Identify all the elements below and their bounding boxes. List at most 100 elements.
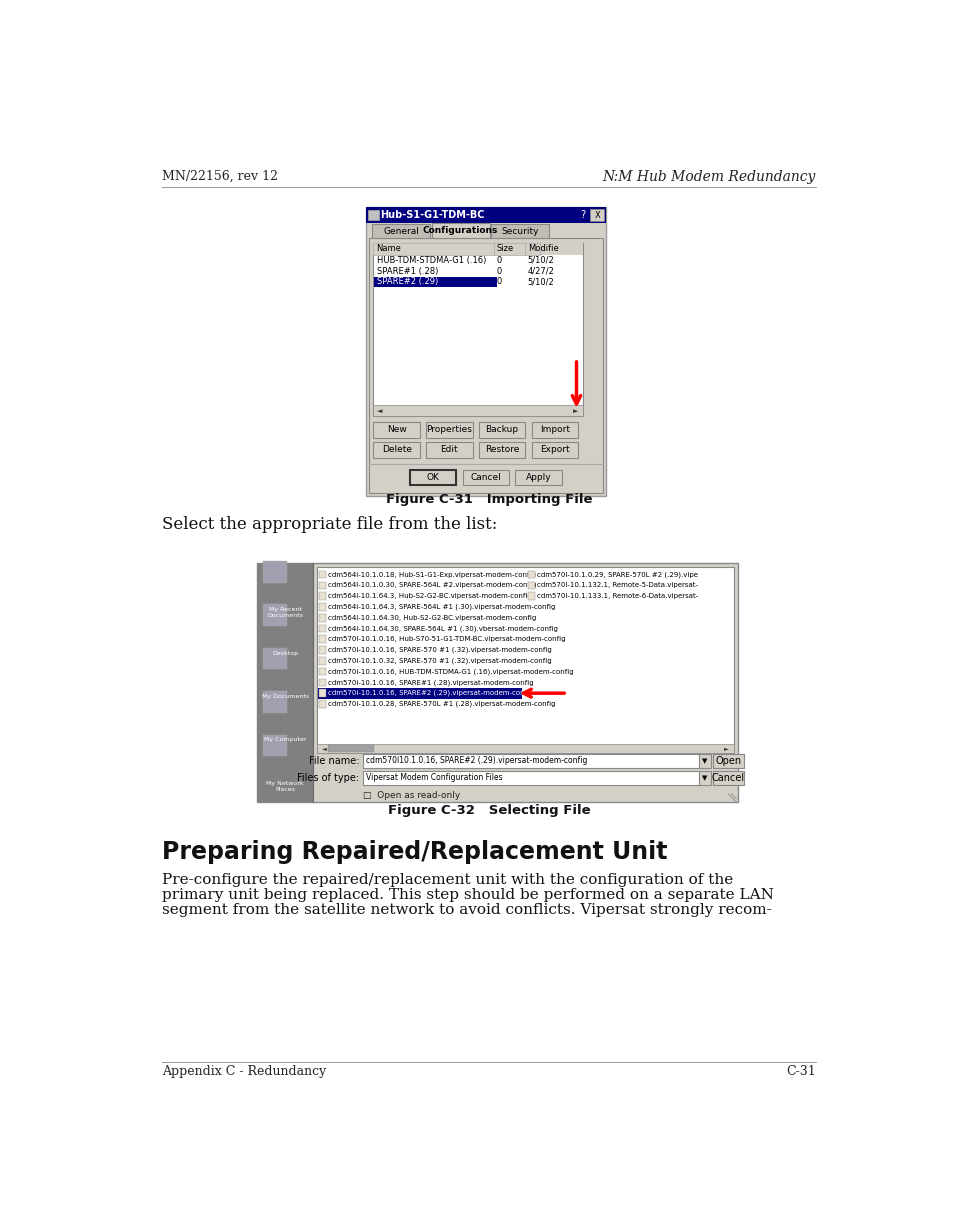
Text: Name: Name	[376, 244, 401, 254]
Bar	[319, 625, 326, 632]
Text: Edit: Edit	[440, 445, 457, 454]
Bar	[365, 207, 605, 496]
Bar	[431, 222, 489, 238]
Text: cdm570i-10.1.0.16, SPARE#1 (.28).vipersat-modem-config: cdm570i-10.1.0.16, SPARE#1 (.28).vipersa…	[328, 679, 534, 686]
Text: New: New	[386, 426, 406, 434]
Text: cdm570l-10.1.132.1, Remote-5-Data.vipersat-: cdm570l-10.1.132.1, Remote-5-Data.vipers…	[537, 583, 698, 589]
Text: ►: ►	[573, 407, 578, 413]
Bar	[319, 701, 326, 708]
Text: cdm564l-10.1.64.3, SPARE-564L #1 (.30).vipersat-modem-config: cdm564l-10.1.64.3, SPARE-564L #1 (.30).v…	[328, 604, 556, 610]
Text: cdm564l-10.1.0.18, Hub-S1-G1-Exp.vipersat-modem-config: cdm564l-10.1.0.18, Hub-S1-G1-Exp.vipersa…	[328, 572, 536, 578]
Bar	[524, 243, 539, 255]
Bar	[373, 405, 582, 416]
Text: cdm570l-10.1.133.1, Remote-6-Data.vipersat-: cdm570l-10.1.133.1, Remote-6-Data.vipers…	[537, 593, 698, 599]
Text: ▼: ▼	[701, 775, 707, 780]
Bar	[263, 561, 286, 583]
Bar	[263, 605, 286, 626]
Text: N:M Hub Modem Redundancy: N:M Hub Modem Redundancy	[602, 169, 815, 184]
Text: Desktop: Desktop	[272, 650, 298, 655]
Bar	[426, 422, 472, 438]
Text: File name:: File name:	[309, 756, 359, 766]
Bar	[369, 238, 602, 493]
Text: 5/10/2: 5/10/2	[527, 277, 554, 286]
Bar	[317, 688, 521, 698]
Bar	[699, 771, 711, 785]
Bar	[374, 276, 497, 287]
Text: cdm564l-10.1.64.3, Hub-S2-G2-BC.vipersat-modem-config: cdm564l-10.1.64.3, Hub-S2-G2-BC.vipersat…	[328, 593, 532, 599]
Text: Backup: Backup	[485, 426, 518, 434]
Text: SPARE#2 (.29): SPARE#2 (.29)	[376, 277, 437, 286]
Text: 0: 0	[497, 277, 501, 286]
Bar	[491, 225, 549, 238]
Text: Cancel: Cancel	[470, 474, 500, 482]
Text: cdm564l-10.1.0.30, SPARE-564L #2.vipersat-modem-config: cdm564l-10.1.0.30, SPARE-564L #2.vipersa…	[328, 583, 537, 589]
Bar	[373, 442, 419, 458]
Bar	[316, 567, 733, 753]
Text: MN/22156, rev 12: MN/22156, rev 12	[162, 171, 277, 183]
Text: 0: 0	[497, 266, 501, 276]
Bar	[373, 243, 493, 255]
Text: 5/10/2: 5/10/2	[527, 256, 554, 265]
Bar	[319, 690, 326, 697]
Bar	[263, 648, 286, 670]
Text: Import: Import	[539, 426, 569, 434]
Text: Delete: Delete	[381, 445, 412, 454]
Bar	[478, 442, 525, 458]
Bar	[365, 207, 605, 222]
Text: ►: ►	[723, 746, 728, 751]
Bar	[328, 745, 374, 752]
Bar	[319, 647, 326, 654]
Bar	[368, 210, 378, 221]
Text: cdm570i-10.1.0.16, HUB-TDM-STDMA-G1 (.16).vipersat-modem-config: cdm570i-10.1.0.16, HUB-TDM-STDMA-G1 (.16…	[328, 669, 574, 675]
Bar	[372, 225, 430, 238]
Text: Modifie: Modifie	[527, 244, 558, 254]
Text: Security: Security	[501, 227, 538, 236]
Bar	[363, 771, 699, 785]
Text: X: X	[594, 211, 599, 220]
Text: cdm570i-10.1.0.16, Hub-S70-51-G1-TDM-BC.vipersat-modem-config: cdm570i-10.1.0.16, Hub-S70-51-G1-TDM-BC.…	[328, 637, 565, 642]
Text: ◄: ◄	[377, 407, 382, 413]
Bar	[462, 470, 509, 485]
Bar	[319, 593, 326, 600]
Text: Apply: Apply	[525, 474, 551, 482]
Text: ◄: ◄	[321, 746, 326, 751]
Text: Appendix C - Redundancy: Appendix C - Redundancy	[162, 1065, 326, 1077]
Text: cdm570i-10.1.0.32, SPARE-570 #1 (.32).vipersat-modem-config: cdm570i-10.1.0.32, SPARE-570 #1 (.32).vi…	[328, 658, 552, 664]
Bar	[410, 470, 456, 485]
Text: Restore: Restore	[484, 445, 518, 454]
Bar	[319, 667, 326, 675]
Text: cdm570l10.1.0.16, SPARE#2 (.29).vipersat-modem-config: cdm570l10.1.0.16, SPARE#2 (.29).vipersat…	[366, 756, 587, 766]
Bar	[699, 755, 711, 768]
Text: 4/27/2: 4/27/2	[527, 266, 554, 276]
Text: General: General	[382, 227, 418, 236]
Text: □  Open as read-only: □ Open as read-only	[363, 791, 460, 800]
Text: segment from the satellite network to avoid conflicts. Vipersat strongly recom-: segment from the satellite network to av…	[162, 903, 771, 918]
Text: cdm570i-10.1.0.16, SPARE-570 #1 (.32).vipersat-modem-config: cdm570i-10.1.0.16, SPARE-570 #1 (.32).vi…	[328, 647, 552, 653]
Text: Hub-S1-G1-TDM-BC: Hub-S1-G1-TDM-BC	[380, 210, 484, 220]
Bar	[319, 636, 326, 643]
Bar	[319, 679, 326, 686]
Bar	[319, 582, 326, 589]
Bar	[712, 771, 743, 785]
Bar	[373, 243, 582, 416]
Text: Open: Open	[715, 756, 740, 766]
Bar	[531, 422, 578, 438]
Text: ▼: ▼	[701, 758, 707, 764]
Text: Pre-configure the repaired/replacement unit with the configuration of the: Pre-configure the repaired/replacement u…	[162, 872, 732, 887]
Text: My Documents: My Documents	[261, 694, 309, 699]
Bar	[263, 735, 286, 756]
Bar	[263, 691, 286, 713]
Text: cdm570l-10.1.0.29, SPARE-570L #2 (.29).vipe: cdm570l-10.1.0.29, SPARE-570L #2 (.29).v…	[537, 572, 698, 578]
Bar	[319, 614, 326, 622]
Text: Cancel: Cancel	[711, 773, 744, 783]
Text: Select the appropriate file from the list:: Select the appropriate file from the lis…	[162, 517, 497, 533]
Text: Vipersat Modem Configuration Files: Vipersat Modem Configuration Files	[366, 773, 502, 783]
Text: cdm564l-10.1.64.30, Hub-S2-G2-BC.vipersat-modem-config: cdm564l-10.1.64.30, Hub-S2-G2-BC.vipersa…	[328, 615, 537, 621]
Bar	[257, 563, 313, 801]
Text: cdm564l-10.1.64.30, SPARE-564L #1 (.30).vbersat-modem-config: cdm564l-10.1.64.30, SPARE-564L #1 (.30).…	[328, 626, 558, 632]
Text: Figure C-32   Selecting File: Figure C-32 Selecting File	[387, 805, 590, 817]
Text: primary unit being replaced. This step should be performed on a separate LAN: primary unit being replaced. This step s…	[162, 888, 773, 902]
Bar	[712, 755, 743, 768]
Text: My Network
Places: My Network Places	[266, 780, 304, 791]
Text: cdm570i-10.1.0.28, SPARE-570L #1 (.28).vipersat-modem-config: cdm570i-10.1.0.28, SPARE-570L #1 (.28).v…	[328, 701, 556, 707]
